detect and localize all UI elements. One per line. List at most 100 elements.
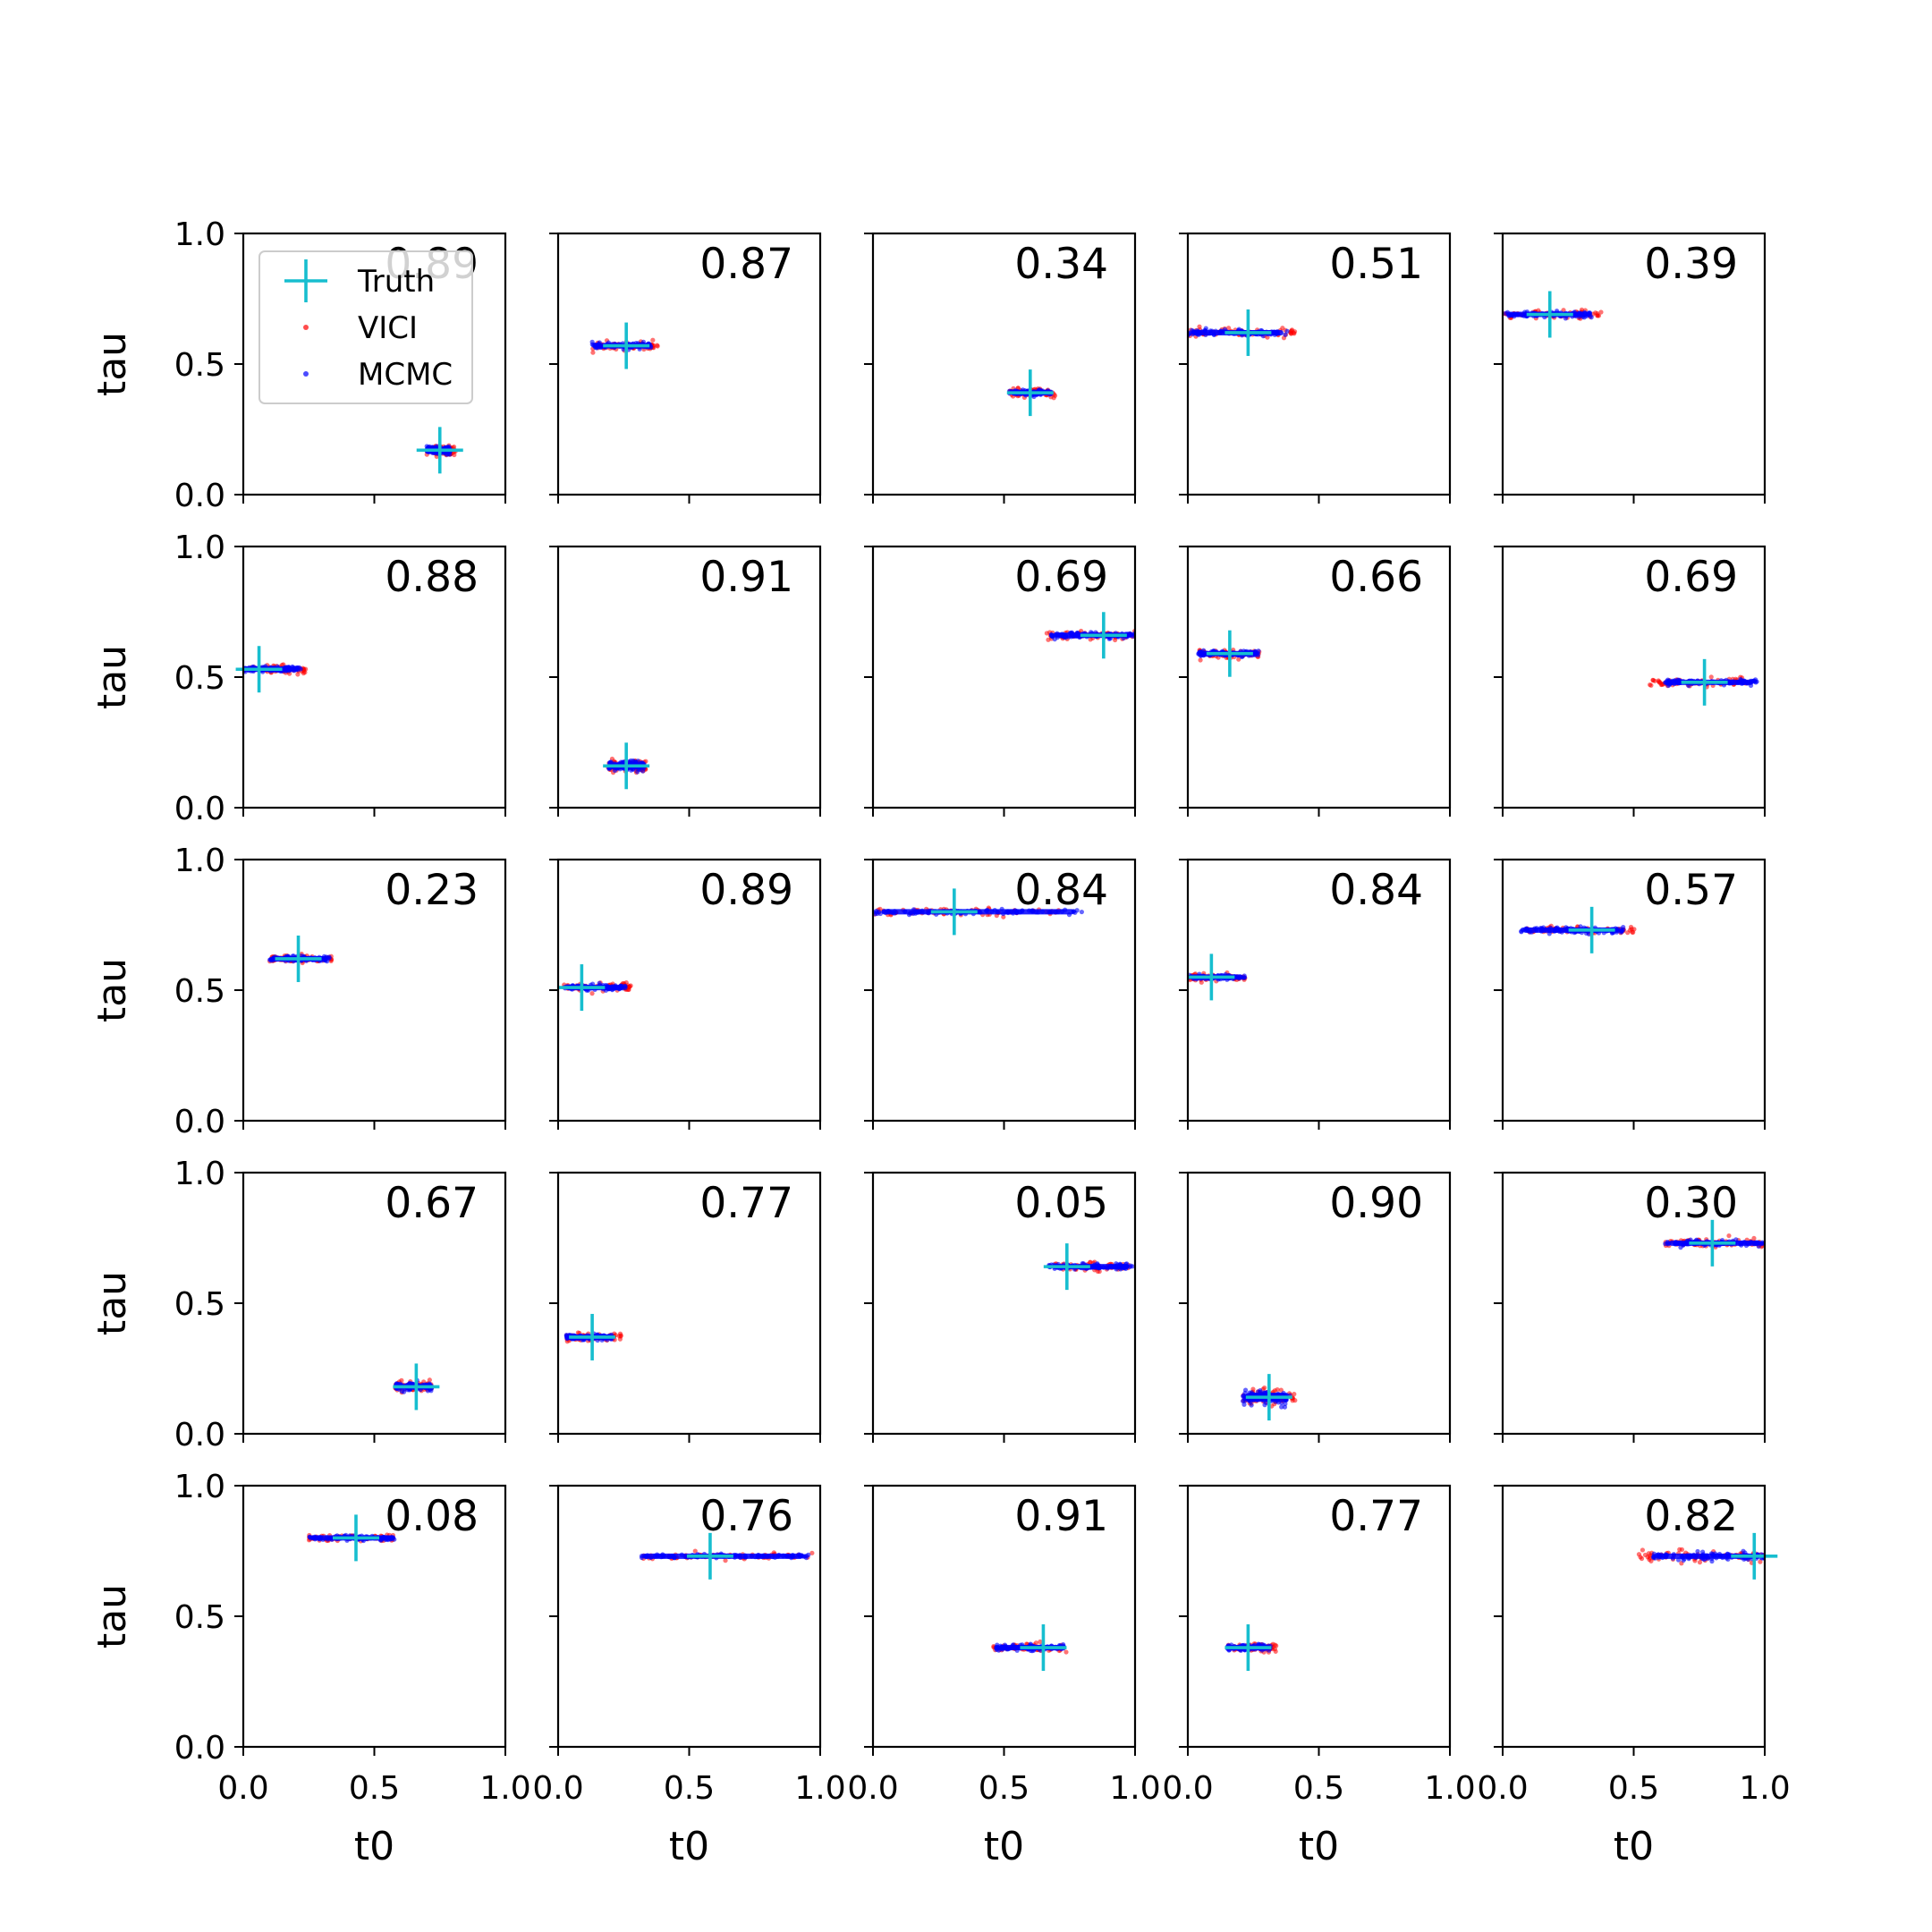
vici-sample-point: [1636, 1552, 1642, 1557]
mcmc-sample-point: [1585, 312, 1590, 318]
mcmc-sample-point: [888, 910, 894, 915]
subplot-18: [864, 1171, 1137, 1443]
subplot-23: [864, 1484, 1137, 1756]
vici-sample-point: [1113, 637, 1118, 643]
mcmc-sample-point: [1279, 1400, 1284, 1406]
vici-sample-point: [1236, 657, 1241, 662]
mcmc-sample-point: [926, 911, 931, 916]
subplot-7: [549, 545, 822, 817]
mcmc-sample-point: [628, 767, 634, 773]
vici-sample-point: [1046, 637, 1051, 642]
mcmc-sample-point: [1129, 632, 1134, 638]
mcmc-sample-point: [742, 1555, 748, 1560]
vici-sample-point: [427, 1377, 432, 1383]
mcmc-sample-point: [874, 910, 879, 915]
vici-sample-point: [1199, 979, 1204, 985]
mcmc-sample-point: [1681, 1241, 1686, 1247]
vici-sample-point: [1628, 924, 1634, 930]
x-tick-label: 0.0: [217, 1770, 268, 1807]
mcmc-sample-point: [1104, 1265, 1109, 1270]
mcmc-sample-point: [1752, 1240, 1758, 1246]
vici-sample-point: [1226, 326, 1232, 331]
mcmc-sample-point: [1658, 1552, 1664, 1557]
vici-sample-point: [1596, 313, 1602, 318]
subplot-25: [1494, 1484, 1778, 1756]
mcmc-sample-point: [1735, 680, 1741, 685]
vici-sample-point: [1708, 674, 1714, 680]
legend-box: [258, 250, 473, 404]
mcmc-sample-point: [738, 1555, 743, 1561]
mcmc-sample-point: [1271, 329, 1276, 335]
panel-score-label: 0.77: [1329, 1492, 1423, 1541]
mcmc-sample-point: [881, 909, 887, 914]
y-tick-label: 0.5: [174, 660, 225, 697]
subplot-17: [549, 1171, 822, 1443]
mcmc-sample-point: [1675, 1557, 1682, 1563]
legend-vici-marker: [303, 325, 309, 330]
panel-score-label: 0.69: [1644, 553, 1738, 602]
mcmc-sample-point: [1741, 1240, 1748, 1245]
mcmc-sample-point: [1727, 1553, 1733, 1558]
mcmc-sample-point: [1589, 315, 1594, 320]
mcmc-sample-point: [1234, 974, 1240, 980]
mcmc-sample-point: [1059, 909, 1065, 914]
subplot-6: [234, 545, 507, 817]
panel-score-label: 0.23: [385, 866, 479, 915]
vici-sample-point: [1198, 657, 1203, 663]
mcmc-sample-point: [1267, 1648, 1272, 1653]
x-axis-label: t0: [354, 1824, 394, 1869]
subplot-20: [1494, 1171, 1767, 1443]
mcmc-sample-point: [1577, 314, 1582, 319]
mcmc-sample-point: [776, 1552, 782, 1558]
mcmc-sample-point: [1552, 927, 1557, 932]
mcmc-sample-point: [1046, 910, 1052, 915]
x-tick-label: 1.0: [794, 1770, 845, 1807]
mcmc-sample-point: [1010, 911, 1016, 916]
panel-score-label: 0.91: [1014, 1492, 1108, 1541]
mcmc-sample-point: [798, 1554, 803, 1559]
vici-sample-point: [1650, 677, 1656, 682]
mcmc-sample-point: [1058, 632, 1064, 638]
mcmc-sample-point: [784, 1554, 790, 1559]
mcmc-sample-point: [1279, 1404, 1284, 1410]
mcmc-sample-point: [1517, 311, 1522, 317]
vici-sample-point: [1088, 1259, 1093, 1266]
y-tick-label: 1.0: [174, 530, 225, 566]
mcmc-sample-point: [1197, 651, 1202, 657]
mcmc-sample-point: [1031, 394, 1037, 400]
vici-sample-point: [1697, 1560, 1703, 1565]
mcmc-sample-point: [1284, 328, 1290, 334]
mcmc-sample-point: [1202, 651, 1208, 657]
subplot-4: [1179, 232, 1452, 504]
subplot-5: [1494, 232, 1767, 504]
mcmc-sample-point: [299, 953, 304, 959]
mcmc-sample-point: [1066, 912, 1072, 918]
mcmc-sample-point: [1581, 309, 1588, 315]
mcmc-sample-point: [1700, 1552, 1706, 1557]
panel-score-label: 0.30: [1644, 1179, 1738, 1228]
mcmc-sample-point: [1108, 1264, 1114, 1269]
mcmc-sample-point: [1694, 1553, 1699, 1558]
vici-sample-point: [627, 984, 632, 989]
panel-score-label: 0.67: [385, 1179, 479, 1228]
mcmc-sample-point: [1513, 311, 1518, 317]
mcmc-sample-point: [1241, 973, 1247, 979]
mcmc-sample-point: [1671, 1552, 1676, 1557]
y-tick-label: 0.0: [174, 1417, 225, 1453]
subplot-14: [1179, 858, 1452, 1130]
vici-sample-point: [1640, 1547, 1646, 1553]
mcmc-sample-point: [1504, 309, 1511, 315]
mcmc-sample-point: [1670, 1555, 1675, 1561]
mcmc-sample-point: [767, 1554, 772, 1559]
panel-score-label: 0.87: [699, 240, 793, 289]
y-tick-label: 0.0: [174, 1104, 225, 1140]
y-axis-label: tau: [89, 1584, 135, 1648]
panel-score-label: 0.57: [1644, 866, 1738, 915]
mcmc-sample-point: [1695, 1548, 1700, 1555]
panel-score-label: 0.66: [1329, 553, 1423, 602]
vici-sample-point: [655, 343, 660, 348]
mcmc-sample-point: [1117, 1261, 1123, 1267]
x-tick-label: 1.0: [1424, 1770, 1475, 1807]
mcmc-sample-point: [640, 760, 646, 766]
mcmc-sample-point: [1254, 651, 1259, 657]
